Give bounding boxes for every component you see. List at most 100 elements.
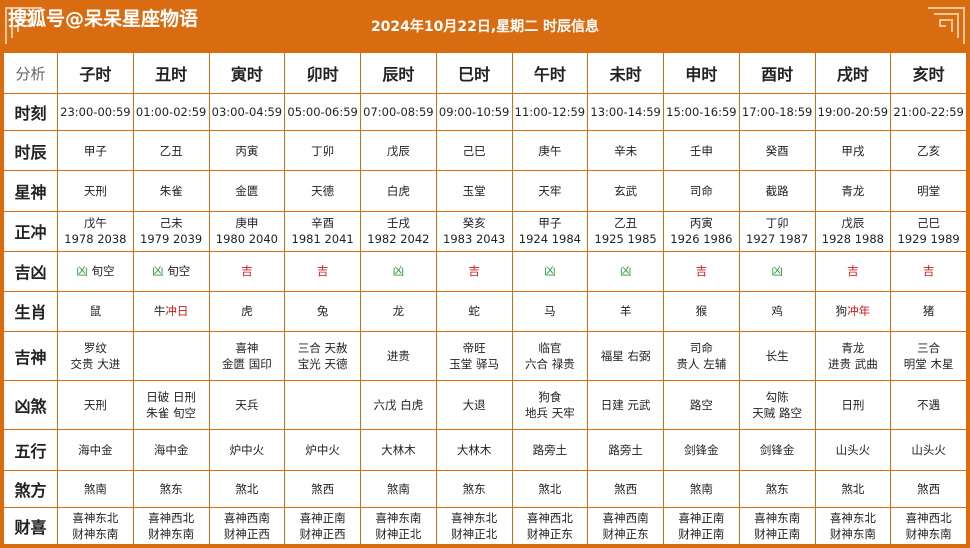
fortune-mark: 吉: [847, 264, 859, 279]
table-cell: 庚申 1980 2040: [208, 210, 286, 252]
cell-line: 喜神正南: [678, 510, 725, 525]
column-header: 酉时: [738, 52, 816, 94]
cell-line: 宝光 天德: [297, 357, 348, 372]
table-cell: 丁卯: [284, 130, 361, 172]
cell-line: 财神正西: [223, 526, 270, 541]
cell-line: 六戊 白虎: [373, 398, 424, 413]
cell-line: 喜神东北: [829, 510, 876, 525]
cell-line: 财神正南: [678, 526, 725, 541]
table-cell: 临官 六合 禄贵: [511, 331, 589, 382]
table-cell: 三合 明堂 木星: [890, 331, 967, 382]
cell-line: 庚申: [235, 216, 259, 231]
table-cell: 19:00-20:59: [814, 92, 892, 132]
row-label: 正冲: [3, 210, 58, 252]
table-cell: 13:00-14:59: [587, 92, 664, 132]
table-cell: 凶 旬空: [132, 250, 210, 292]
table-cell: 金匮: [208, 170, 286, 212]
table-cell: 己未 1979 2039: [132, 210, 210, 252]
cell-line: 金匮 国印: [222, 357, 272, 372]
cell-line: 1924 1984: [518, 232, 581, 247]
table-cell: 凶 旬空: [57, 250, 134, 292]
fortune-mark: 吉: [468, 264, 480, 279]
cell-line: 喜神: [235, 341, 259, 356]
fortune-mark: 吉: [922, 264, 935, 279]
cell-line: 财神正东: [602, 526, 649, 541]
table-cell: 煞南: [663, 469, 740, 508]
row-label: 星神: [3, 170, 58, 212]
table-cell: 罗纹 交贵 大进: [57, 331, 134, 382]
cell-line: 财神正南: [754, 526, 801, 541]
cell-line: 司命: [689, 341, 713, 356]
table-cell: 煞南: [57, 469, 134, 508]
table-cell: 羊: [587, 290, 664, 333]
cell-line: 1982 2042: [367, 232, 430, 247]
table-cell: 剑锋金: [663, 429, 740, 471]
row-label: 生肖: [3, 290, 58, 333]
cell-line: 1981 2041: [291, 232, 354, 247]
table-cell: 吉: [284, 250, 361, 292]
table-cell: 路空: [663, 380, 740, 431]
cell-line: 狗食: [538, 390, 562, 405]
cell-line: 财神正西: [299, 526, 346, 541]
cell-line: 财神正北: [375, 526, 422, 541]
cell-line: 喜神东北: [72, 510, 119, 525]
table-cell: 丁卯 1927 1987: [738, 210, 816, 252]
column-header: 卯时: [284, 52, 361, 94]
table-cell: 癸亥 1983 2043: [435, 210, 513, 252]
cell-line: 喜神西北: [905, 510, 952, 525]
cell-line: 丁卯: [765, 216, 789, 231]
table-cell: 喜神东北 财神正北: [435, 506, 513, 546]
cell-line: 地兵 天牢: [525, 406, 575, 421]
table-cell: 煞东: [738, 469, 816, 508]
corner-ornament-icon: [5, 7, 42, 44]
table-cell: [284, 380, 361, 431]
table-cell: 己巳 1929 1989: [890, 210, 967, 252]
table-cell: 乙丑: [132, 130, 210, 172]
shichen-table: 分析 子时 丑时 寅时 卯时 辰时 巳时 午时 未时 申时 酉时 戌时 亥时 时刻 23:00-00:5…: [3, 52, 967, 546]
table-cell: 癸酉: [738, 130, 816, 172]
column-header: 丑时: [132, 52, 210, 94]
fortune-mark: 凶: [771, 264, 783, 279]
table-cell: 炉中火: [284, 429, 361, 471]
table-cell: 吉: [435, 250, 513, 292]
table-cell: [132, 331, 210, 382]
cell-line: 日破 日刑: [146, 390, 196, 405]
table-cell: 明堂: [890, 170, 967, 212]
zodiac-animal: 虎: [241, 304, 253, 319]
table-cell: 喜神东南 财神正南: [738, 506, 816, 546]
table-cell: 山头火: [814, 429, 892, 471]
fortune-extra: 旬空: [167, 264, 191, 279]
table-cell: 虎: [208, 290, 286, 333]
table-cell: 喜神西北 财神东南: [132, 506, 210, 546]
cell-line: 罗纹: [83, 341, 107, 356]
cell-line: 大退: [462, 398, 486, 413]
fortune-mark: 吉: [695, 264, 708, 279]
column-header: 申时: [663, 52, 740, 94]
cell-line: 临官: [538, 341, 562, 356]
cell-line: 癸亥: [462, 216, 486, 231]
table-cell: 03:00-04:59: [208, 92, 286, 132]
table-cell: 长生: [738, 331, 816, 382]
cell-line: 戊午: [83, 216, 107, 231]
table-cell: 剑锋金: [738, 429, 816, 471]
table-cell: 09:00-10:59: [435, 92, 513, 132]
column-header: 寅时: [208, 52, 286, 94]
table-cell: 狗食 地兵 天牢: [511, 380, 589, 431]
table-cell: 煞北: [511, 469, 589, 508]
table-cell: 龙: [360, 290, 437, 333]
table-cell: 福星 右弼: [587, 331, 664, 382]
column-header: 子时: [57, 52, 134, 94]
cell-line: 喜神东北: [451, 510, 498, 525]
table-cell: 喜神西南 财神正东: [587, 506, 664, 546]
cell-line: 1925 1985: [594, 232, 657, 247]
table-cell: 日刑: [814, 380, 892, 431]
cell-line: 1983 2043: [443, 232, 506, 247]
table-cell: 喜神正南 财神正南: [663, 506, 740, 546]
table-cell: 大林木: [360, 429, 437, 471]
table-cell: 鸡: [738, 290, 816, 333]
header-row: 分析 子时 丑时 寅时 卯时 辰时 巳时 午时 未时 申时 酉时 戌时 亥时: [3, 52, 967, 94]
fortune-extra: 旬空: [91, 264, 115, 279]
zodiac-clash-note: 冲年: [847, 304, 871, 319]
table-cell: 喜神东北 财神东南: [57, 506, 134, 546]
cell-line: 财神东南: [148, 526, 195, 541]
